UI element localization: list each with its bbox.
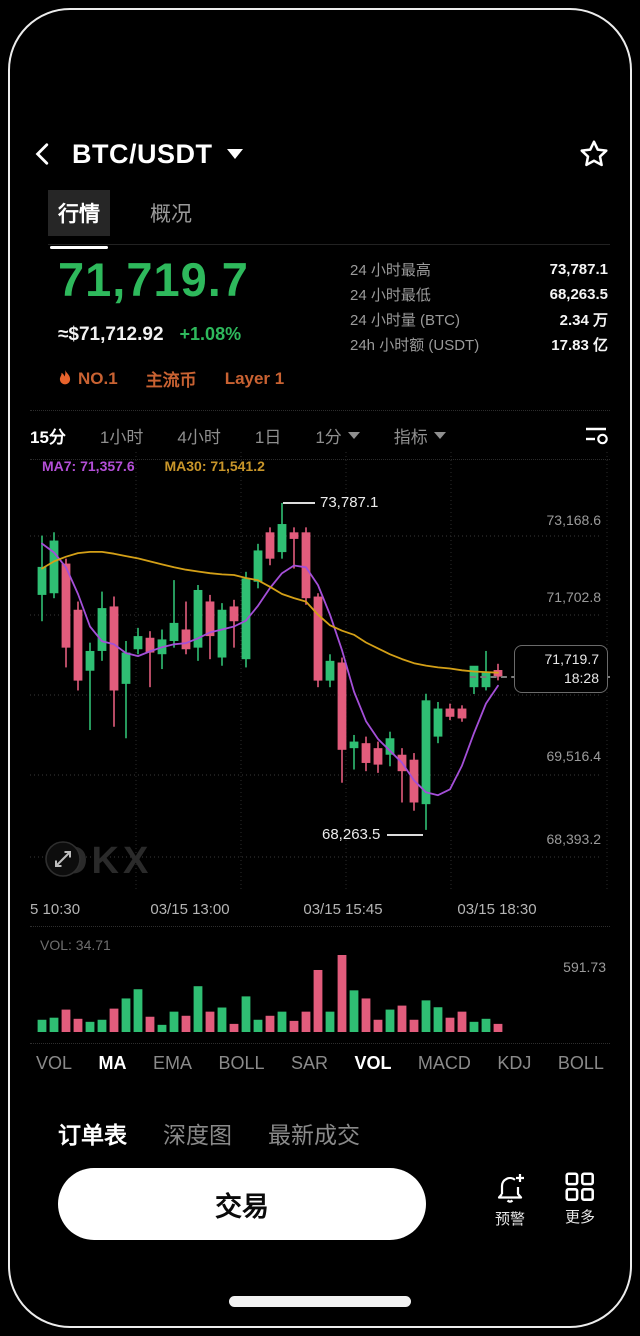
y-axis-label: 71,702.8	[546, 589, 602, 605]
category-badge-mainstream[interactable]: 主流币	[145, 371, 197, 390]
home-indicator[interactable]	[229, 1296, 411, 1307]
x-axis-label: 5 10:30	[30, 901, 81, 918]
ind-tab-boll2[interactable]: BOLL	[557, 1052, 604, 1073]
tab-trades[interactable]: 最新成交	[268, 1122, 360, 1148]
stat-value: 68,263.5	[549, 286, 608, 303]
orderbook-tabs: 订单表 深度图 最新成交	[58, 1110, 360, 1156]
chevron-down-icon	[433, 431, 446, 439]
last-price-tag-value: 71,719.7	[544, 651, 600, 667]
back-button[interactable]	[30, 139, 60, 169]
alert-label: 预警	[494, 1211, 525, 1228]
y-axis-label: 68,393.2	[546, 831, 602, 847]
tf-15m[interactable]: 15分	[30, 427, 66, 447]
tf-1m-dropdown[interactable]: 1分	[315, 423, 360, 448]
high-marker-label: 73,787.1	[320, 494, 379, 511]
low-marker-label: 68,263.5	[322, 826, 381, 843]
stats-panel: 24 小时最高 73,787.1 24 小时最低 68,263.5 24 小时量…	[350, 257, 608, 357]
ind-tab-boll[interactable]: BOLL	[218, 1052, 265, 1073]
indicator-tabs: VOL MA EMA BOLL SAR VOL MACD KDJ BOLL	[36, 1046, 604, 1080]
volume-plot	[37, 955, 503, 1032]
stat-value: 2.34 万	[559, 312, 608, 329]
ind-tab-vol-main[interactable]: VOL	[36, 1052, 73, 1073]
pair-dropdown-caret-icon[interactable]	[226, 149, 243, 159]
volume-current-label: VOL: 34.71	[40, 937, 111, 953]
stat-label: 24 小时最高	[350, 262, 431, 279]
y-axis-label: 73,168.6	[546, 512, 602, 528]
ind-tab-ma[interactable]: MA	[98, 1052, 127, 1073]
market-overview-tabs: 行情 概况	[48, 182, 610, 249]
ind-tab-kdj[interactable]: KDJ	[497, 1052, 532, 1073]
more-button[interactable]: 更多	[548, 1172, 612, 1227]
ind-tab-ema[interactable]: EMA	[152, 1052, 192, 1073]
ma7-value: MA7: 71,357.6	[42, 458, 135, 474]
fiat-price: ≈$71,712.92	[58, 324, 164, 345]
tab-orderbook[interactable]: 订单表	[58, 1122, 127, 1148]
alert-button[interactable]: 预警	[478, 1172, 542, 1229]
fiat-row: ≈$71,712.92 +1.08%	[58, 324, 241, 346]
chevron-down-icon	[347, 431, 360, 439]
tf-1h[interactable]: 1小时	[99, 427, 144, 447]
volume-pane[interactable]: VOL: 34.71 591.73	[30, 927, 610, 1044]
stat-row-low: 24 小时最低 68,263.5	[350, 282, 608, 307]
high-marker-dash	[283, 502, 315, 504]
flame-icon	[59, 370, 71, 385]
stat-value: 17.83 亿	[551, 337, 608, 354]
stat-label: 24 小时量 (BTC)	[350, 312, 461, 329]
timeframe-bar: 15分 1小时 4小时 1日 1分 指标	[30, 410, 610, 460]
candlestick-chart[interactable]: MA7: 71,357.6 MA30: 71,541.2 73,168.6 71…	[30, 452, 610, 892]
x-axis-label: 03/15 15:45	[303, 901, 383, 918]
category-badge-layer1[interactable]: Layer 1	[224, 368, 285, 388]
pair-title[interactable]: BTC/USDT	[72, 138, 213, 169]
last-price-tag-time: 18:28	[563, 670, 599, 686]
x-axis-label: 03/15 18:30	[457, 901, 537, 918]
ind-tab-macd[interactable]: MACD	[417, 1052, 471, 1073]
back-chevron-icon	[35, 143, 49, 165]
x-axis: 5 10:30 03/15 13:00 03/15 15:45 03/15 18…	[30, 894, 610, 927]
chart-settings-icon[interactable]	[584, 424, 610, 446]
stat-row-high: 24 小时最高 73,787.1	[350, 257, 608, 282]
tab-market[interactable]: 行情	[48, 190, 110, 249]
favorite-star-icon[interactable]	[578, 138, 610, 170]
badges-row: NO.1 主流币 Layer 1	[58, 366, 284, 391]
last-price-tag[interactable]: 71,719.7 18:28	[514, 645, 608, 693]
indicator-label: 指标	[393, 427, 428, 447]
app-screen: BTC/USDT 行情 概况 71,719.7 ≈$71,712.92 +1.0…	[10, 10, 630, 1326]
rank-badge[interactable]: NO.1	[58, 369, 118, 389]
rank-badge-label: NO.1	[78, 368, 118, 388]
trade-button[interactable]: 交易	[58, 1168, 426, 1240]
price-change-percent: +1.08%	[179, 324, 242, 344]
indicator-dropdown[interactable]: 指标	[394, 423, 446, 448]
low-marker-dash	[387, 834, 423, 836]
volume-axis-max: 591.73	[563, 959, 606, 975]
app-header: BTC/USDT	[30, 132, 610, 176]
ma-legend: MA7: 71,357.6 MA30: 71,541.2	[42, 458, 265, 474]
tab-depth[interactable]: 深度图	[163, 1122, 232, 1148]
stat-value: 73,787.1	[549, 261, 608, 278]
tf-4h[interactable]: 4小时	[177, 427, 221, 447]
tf-1m-label: 1分	[315, 427, 342, 447]
action-row: 交易 预警 更多	[30, 1162, 610, 1246]
chart-watermark: OKX	[44, 840, 152, 883]
grid-icon	[565, 1172, 594, 1201]
y-axis-label: 69,516.4	[546, 748, 602, 764]
tab-overview[interactable]: 概况	[150, 203, 192, 226]
bell-plus-icon	[497, 1174, 524, 1203]
tf-1d[interactable]: 1日	[254, 427, 282, 447]
stat-row-turnover-usdt: 24h 小时额 (USDT) 17.83 亿	[350, 332, 608, 357]
more-label: 更多	[564, 1209, 595, 1226]
stat-label: 24 小时最低	[350, 287, 431, 304]
ind-tab-sar[interactable]: SAR	[290, 1052, 328, 1073]
x-axis-label: 03/15 13:00	[150, 901, 230, 918]
stat-label: 24h 小时额 (USDT)	[350, 337, 480, 354]
ind-tab-vol-sub[interactable]: VOL	[354, 1052, 392, 1073]
last-price: 71,719.7	[58, 253, 249, 306]
ma30-value: MA30: 71,541.2	[164, 458, 265, 474]
candles-plot	[30, 452, 608, 892]
stat-row-volume-btc: 24 小时量 (BTC) 2.34 万	[350, 307, 608, 332]
